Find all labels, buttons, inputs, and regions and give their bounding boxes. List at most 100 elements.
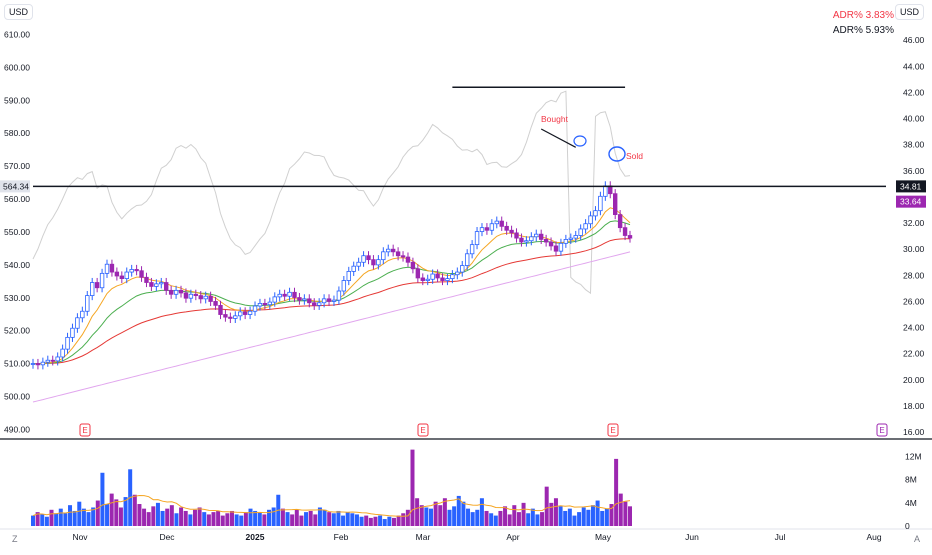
ema-fast-line [32, 207, 631, 365]
volume-axis-tick: 4M [905, 498, 917, 508]
candle [598, 191, 603, 216]
auto-scale-button[interactable]: A [914, 534, 920, 544]
candle [366, 251, 371, 265]
left-axis-tick: 530.00 [4, 293, 30, 303]
volume-bar [396, 515, 401, 526]
volume-bar [424, 507, 429, 526]
candle [464, 249, 470, 271]
candle [104, 259, 110, 278]
volume-bar [572, 515, 577, 526]
candle-body [208, 295, 213, 302]
candle-body [538, 233, 544, 240]
candle [159, 277, 164, 289]
volume-bar [609, 504, 614, 526]
right-currency-button[interactable]: USD [894, 4, 924, 20]
candle [50, 355, 55, 366]
candle [410, 257, 416, 274]
candle [617, 210, 623, 233]
candle-body [164, 282, 169, 291]
volume-bar [503, 506, 508, 526]
candle [94, 277, 100, 293]
price-labels: 564.34 34.81 33.64 [0, 180, 926, 208]
candle-body [489, 223, 495, 231]
time-axis-label: Jul [775, 532, 786, 542]
candle [213, 296, 218, 310]
candle-body [371, 259, 376, 266]
volume-bar [595, 500, 600, 526]
volume-bar [118, 507, 123, 526]
volume-bar [202, 512, 207, 526]
candle-body [213, 301, 218, 306]
volume-bar [489, 513, 494, 526]
candle [218, 300, 223, 320]
candle [440, 273, 445, 286]
candle [583, 219, 588, 234]
left-currency-button[interactable]: USD [4, 4, 34, 20]
candle [154, 279, 159, 292]
candle [593, 206, 598, 221]
volume-bar [151, 506, 156, 526]
candle-body [563, 239, 569, 244]
candle [474, 227, 480, 250]
candle [568, 233, 573, 244]
volume-bar [197, 507, 202, 526]
volume-bar [142, 508, 147, 526]
candle [75, 313, 80, 333]
candle-body [450, 274, 455, 279]
left-axis-tick: 520.00 [4, 326, 30, 336]
candle-body [529, 236, 534, 242]
volume-axis-tick: 8M [905, 475, 917, 485]
volume-bar [419, 505, 424, 526]
candle-body [603, 185, 608, 197]
right-axis-tick: 26.00 [903, 296, 925, 306]
candle-body [341, 280, 347, 292]
candle-body [267, 301, 273, 306]
volume-bar [590, 505, 595, 526]
volume-bar [234, 514, 239, 526]
candle-body [134, 269, 139, 272]
candle-body [129, 269, 134, 273]
right-axis-tick: 28.00 [903, 270, 925, 280]
candle [198, 291, 203, 304]
candle [307, 294, 312, 308]
volume-bar [299, 515, 304, 526]
timezone-corner-button[interactable]: Z [12, 534, 18, 544]
volume-bar [456, 495, 461, 526]
candle-body [228, 316, 233, 319]
candle-body [331, 299, 337, 302]
candle [233, 311, 238, 324]
volume-bar [373, 516, 378, 526]
volume-bar [188, 514, 193, 526]
sold-circle [608, 146, 626, 162]
candle [346, 266, 351, 286]
candle-body [381, 251, 386, 261]
candle-body [55, 356, 60, 362]
volume-bar [49, 509, 54, 526]
volume-bar [100, 472, 105, 526]
right-axis-tick: 36.00 [903, 166, 925, 176]
volume-bar [442, 498, 447, 526]
volume-bar [239, 515, 244, 526]
candle-body [400, 255, 406, 258]
volume-bar [498, 510, 503, 526]
volume-bar [123, 497, 128, 526]
candle-body [415, 268, 421, 279]
candle-body [238, 311, 243, 317]
corner-left-label: Z [12, 534, 18, 544]
candle-body [474, 231, 480, 246]
volume-bar [267, 509, 272, 526]
candle [168, 285, 174, 299]
volume-bar [526, 513, 531, 526]
candle [484, 223, 490, 235]
candle-body [272, 296, 277, 303]
candle-body [75, 317, 80, 329]
time-axis: Nov Dec 2025 Feb Mar Apr May Jun Jul Aug [72, 532, 881, 542]
candle [469, 240, 475, 259]
candle [538, 229, 544, 244]
candle [277, 289, 282, 302]
candle-body [312, 302, 317, 306]
candle-body [548, 241, 554, 247]
adr-value-2: 5.93% [865, 25, 894, 36]
